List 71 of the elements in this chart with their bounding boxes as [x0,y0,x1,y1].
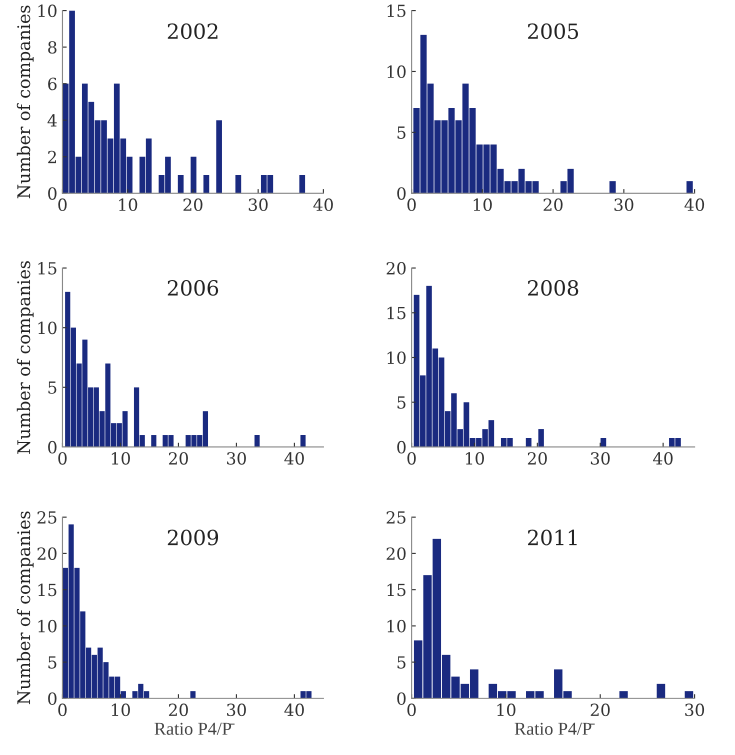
chart-title: 2009 [168,530,218,546]
y-tick-label: 15 [38,584,56,596]
y-axis-title: Number of companies [16,261,34,454]
x-tick-label: 10 [112,704,130,716]
x-tick-label: 10 [466,452,484,465]
y-tick-label: 8 [48,41,56,54]
x-tick-label: 10 [474,198,492,212]
x-tick-label: 30 [227,704,246,716]
y-tick-label: 10 [38,4,57,18]
y-tick-label: 15 [388,306,406,320]
x-tick-label: 0 [58,704,67,716]
x-tick-label: 10 [497,704,516,716]
x-tick-label: 0 [58,198,67,212]
x-tick-label: 20 [590,704,610,716]
x-tick-label: 30 [614,198,634,212]
x-tick-label: 10 [119,198,138,212]
x-tick-label: 0 [407,198,416,212]
x-tick-label: 0 [407,452,416,465]
y-tick-label: 5 [398,126,406,139]
y-tick-label: 10 [388,620,406,632]
x-tick-label: 40 [313,198,333,212]
x-tick-label: 30 [248,198,268,212]
y-tick-label: 15 [388,4,406,18]
y-tick-label: 5 [48,656,56,669]
x-tick-label: 0 [58,452,67,465]
x-tick-label: 20 [544,198,563,212]
x-tick-label: 40 [653,452,673,465]
y-tick-label: 25 [38,511,56,524]
x-tick-label: 10 [112,452,130,465]
y-tick-label: 10 [38,620,57,632]
y-tick-label: 0 [48,187,57,200]
y-tick-label: 0 [397,692,406,705]
x-tick-label: 40 [684,198,704,212]
x-tick-label: 20 [528,452,547,465]
y-tick-label: 0 [397,187,406,200]
x-tick-label: 30 [685,704,704,716]
y-tick-label: 2 [48,150,56,164]
y-tick-label: 20 [386,262,406,275]
x-tick-label: 20 [168,704,188,716]
y-axis-title: Number of companies [16,6,34,198]
x-tick-label: 20 [168,452,188,465]
x-axis-title: Ratio P4/P̄ [514,722,595,735]
x-tick-label: 40 [284,452,304,465]
chart-title: 2005 [528,23,578,40]
y-tick-label: 20 [38,547,57,560]
y-tick-label: 6 [48,78,57,90]
y-tick-label: 25 [386,511,406,524]
y-tick-label: 5 [398,396,406,409]
x-tick-label: 40 [284,704,304,716]
y-tick-label: 10 [38,322,57,334]
y-tick-label: 0 [48,440,57,454]
y-tick-label: 5 [48,381,56,394]
x-tick-label: 20 [183,198,202,212]
x-tick-label: 0 [407,704,416,716]
y-tick-label: 20 [386,547,406,560]
x-axis-title: Ratio P4/P̄ [154,722,235,735]
y-tick-label: 0 [397,440,406,454]
y-tick-label: 15 [388,584,406,596]
chart-title: 2011 [528,530,577,546]
y-tick-label: 0 [48,692,57,705]
y-axis-title: Number of companies [16,511,34,704]
y-tick-label: 10 [388,351,406,364]
chart-title: 2006 [168,280,218,296]
y-tick-label: 15 [38,262,56,275]
x-tick-label: 30 [590,452,610,465]
y-tick-label: 5 [398,656,406,669]
x-tick-label: 30 [227,452,246,465]
y-tick-label: 4 [48,114,57,127]
chart-title: 2008 [528,280,578,296]
y-tick-label: 10 [388,65,406,78]
chart-title: 2002 [168,23,218,40]
